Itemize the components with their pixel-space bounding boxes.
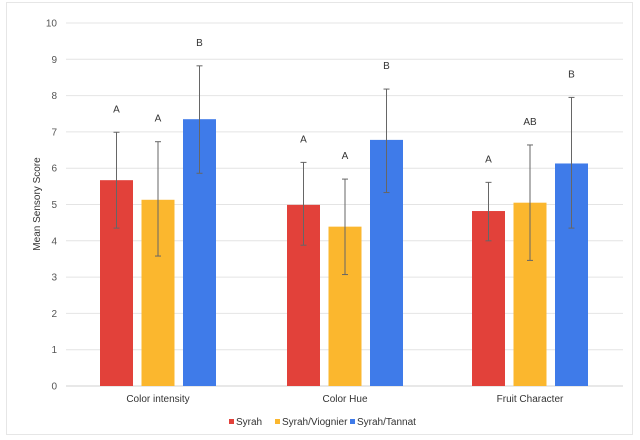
y-tick-label: 8 <box>51 91 57 102</box>
bars <box>100 119 588 386</box>
legend-label: Syrah/Tannat <box>357 417 416 428</box>
x-category-label: Fruit Character <box>497 394 564 405</box>
x-category-label: Color Hue <box>322 394 367 405</box>
y-tick-label: 9 <box>51 55 57 66</box>
legend-swatch <box>350 419 355 424</box>
y-tick-label: 6 <box>51 164 57 175</box>
significance-label: A <box>300 134 307 145</box>
significance-label: A <box>485 154 492 165</box>
y-tick-label: 2 <box>51 309 57 320</box>
x-category-label: Color intensity <box>126 394 189 405</box>
legend: Syrah Syrah/Viognier Syrah/Tannat <box>229 417 416 428</box>
legend-label: Syrah <box>236 417 262 428</box>
y-tick-label: 1 <box>51 345 57 356</box>
legend-label: Syrah/Viognier <box>282 417 348 428</box>
error-bars <box>113 65 575 276</box>
significance-label: A <box>113 104 120 115</box>
y-axis-ticks: 0 1 2 3 4 5 6 7 8 9 10 <box>46 19 58 393</box>
y-tick-label: 5 <box>51 200 57 211</box>
significance-label: A <box>155 114 162 125</box>
significance-label: B <box>568 69 575 80</box>
legend-swatch <box>275 419 280 424</box>
y-tick-label: 10 <box>46 19 58 30</box>
significance-label: AB <box>523 117 537 128</box>
legend-swatch <box>229 419 234 424</box>
significance-label: B <box>383 61 390 72</box>
y-tick-label: 7 <box>51 127 57 138</box>
y-tick-label: 0 <box>51 382 57 393</box>
y-axis-title: Mean Sensory Score <box>32 157 43 251</box>
y-tick-label: 3 <box>51 273 57 284</box>
significance-label: A <box>342 151 349 162</box>
y-tick-label: 4 <box>51 236 57 247</box>
significance-label: B <box>196 38 203 49</box>
x-axis-categories: Color intensity Color Hue Fruit Character <box>126 394 564 405</box>
